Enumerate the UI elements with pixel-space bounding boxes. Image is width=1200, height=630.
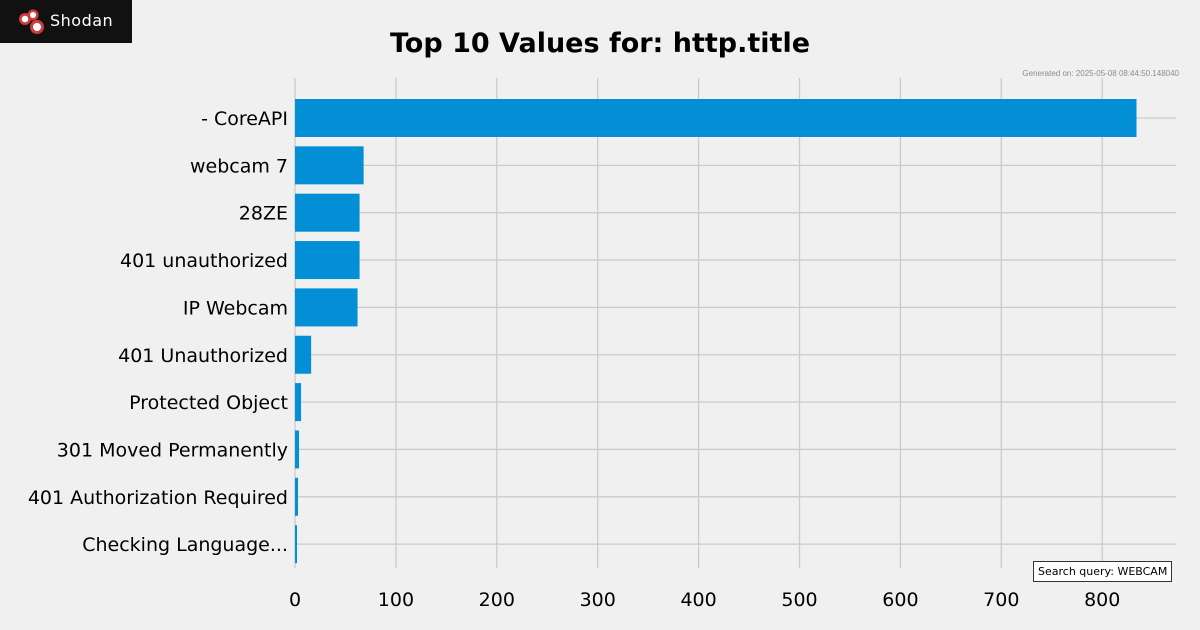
x-tick-label: 400 bbox=[680, 589, 716, 611]
grid-lines bbox=[294, 78, 1176, 568]
bar bbox=[295, 430, 300, 469]
bar bbox=[295, 288, 358, 327]
search-query-box: Search query: WEBCAM bbox=[1033, 561, 1173, 582]
category-label: Protected Object bbox=[129, 392, 288, 414]
x-tick-label: 0 bbox=[289, 589, 301, 611]
category-labels: - CoreAPI webcam 7 28ZE 401 unauthorized IP … bbox=[28, 108, 288, 556]
brand-name: Shodan bbox=[50, 11, 114, 30]
generated-timestamp: Generated on: 2025-05-08 08:44:50.148040 bbox=[1022, 69, 1179, 78]
bar bbox=[295, 99, 1137, 137]
x-tick-label: 500 bbox=[781, 589, 817, 611]
x-tick-label: 300 bbox=[580, 589, 616, 611]
bar bbox=[295, 241, 360, 280]
chart-title: Top 10 Values for: http.title bbox=[389, 28, 811, 59]
shodan-logo[interactable]: Shodan bbox=[0, 0, 132, 43]
x-tick-labels: 0 100 200 300 400 500 600 700 800 bbox=[289, 589, 1120, 611]
category-label: - CoreAPI bbox=[201, 108, 288, 130]
bar bbox=[295, 193, 360, 232]
bar bbox=[295, 146, 364, 185]
x-tick-label: 800 bbox=[1084, 589, 1120, 611]
category-label: IP Webcam bbox=[183, 297, 288, 319]
x-tick-label: 200 bbox=[479, 589, 515, 611]
bars bbox=[295, 99, 1137, 564]
bar bbox=[295, 383, 302, 422]
category-label: 401 unauthorized bbox=[120, 250, 288, 272]
category-label: webcam 7 bbox=[190, 155, 288, 177]
bar bbox=[295, 525, 298, 564]
category-label: 28ZE bbox=[239, 203, 288, 225]
category-label: 401 Unauthorized bbox=[118, 345, 288, 367]
category-label: 401 Authorization Required bbox=[28, 487, 288, 509]
bar bbox=[295, 335, 312, 374]
x-tick-label: 100 bbox=[378, 589, 414, 611]
category-label: Checking Language... bbox=[82, 534, 288, 556]
x-tick-label: 600 bbox=[882, 589, 918, 611]
bar bbox=[295, 477, 299, 516]
category-label: 301 Moved Permanently bbox=[57, 439, 288, 461]
x-tick-label: 700 bbox=[983, 589, 1019, 611]
shodan-logo-icon bbox=[19, 9, 44, 34]
